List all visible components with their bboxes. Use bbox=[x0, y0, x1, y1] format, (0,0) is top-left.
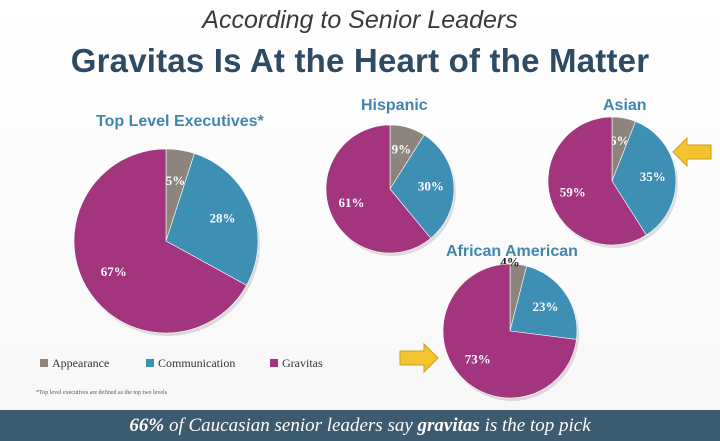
pie-label-gravitas: 67% bbox=[101, 264, 127, 279]
bottom-banner: 66% of Caucasian senior leaders say grav… bbox=[0, 410, 720, 441]
pie-slice-communication bbox=[165, 153, 259, 286]
pie-label-appearance: 9% bbox=[392, 142, 412, 157]
legend-label-appearance: Appearance bbox=[52, 356, 110, 370]
pie-label-gravitas: 59% bbox=[560, 184, 586, 199]
pie-top-level-executives: 5% 28% 67% bbox=[73, 148, 260, 336]
pie-slice-communication bbox=[389, 134, 455, 239]
legend-item-communication: Communication bbox=[146, 356, 235, 371]
legend-label-gravitas: Gravitas bbox=[282, 356, 323, 370]
legend-label-communication: Communication bbox=[158, 356, 236, 370]
legend-item-gravitas: Gravitas bbox=[270, 356, 323, 371]
legend-item-appearance: Appearance bbox=[40, 356, 109, 371]
pie-slice-gravitas bbox=[325, 124, 432, 254]
pie-asian: 6% 35% 59% bbox=[547, 116, 678, 248]
pie-slice-gravitas bbox=[442, 263, 577, 399]
highlight-arrow-african-american bbox=[399, 342, 439, 374]
legend-swatch-communication bbox=[146, 359, 154, 367]
pie-label-gravitas: 61% bbox=[339, 195, 365, 210]
pie-hispanic: 9% 30% 61% bbox=[325, 124, 456, 256]
pie-label-communication: 23% bbox=[533, 299, 559, 314]
pie-african-american: 4%23%73% bbox=[442, 255, 579, 401]
legend-swatch-appearance bbox=[40, 359, 48, 367]
chart-title-asian: Asian bbox=[603, 97, 647, 114]
legend-swatch-gravitas bbox=[270, 359, 278, 367]
pie-slice-gravitas bbox=[547, 116, 647, 246]
banner-percent: 66% bbox=[129, 415, 165, 436]
highlight-arrow-asian bbox=[672, 136, 712, 168]
chart-title-hispanic: Hispanic bbox=[361, 97, 428, 114]
pie-slice-gravitas bbox=[73, 148, 248, 334]
pie-label-gravitas: 73% bbox=[465, 351, 491, 366]
pie-label-communication: 28% bbox=[210, 211, 236, 226]
pie-label-appearance: 6% bbox=[610, 133, 630, 148]
banner-text-b: is the top pick bbox=[479, 415, 591, 436]
pie-slice-communication bbox=[509, 265, 578, 340]
pie-label-communication: 35% bbox=[640, 169, 666, 184]
banner-text-a: of Caucasian senior leaders say bbox=[164, 415, 418, 436]
pie-label-appearance: 5% bbox=[166, 173, 186, 188]
chart-title-top-level-executives: Top Level Executives* bbox=[96, 113, 264, 130]
pie-slice-communication bbox=[611, 121, 677, 236]
slide-title: Gravitas Is At the Heart of the Matter bbox=[70, 42, 650, 79]
pie-label-communication: 30% bbox=[418, 178, 444, 193]
chart-title-african-american: African American bbox=[446, 243, 578, 260]
slide-subtitle: According to Senior Leaders bbox=[202, 6, 518, 34]
footnote: *Top level executives are defined as the… bbox=[36, 390, 168, 396]
banner-emphasis: gravitas bbox=[417, 415, 480, 436]
